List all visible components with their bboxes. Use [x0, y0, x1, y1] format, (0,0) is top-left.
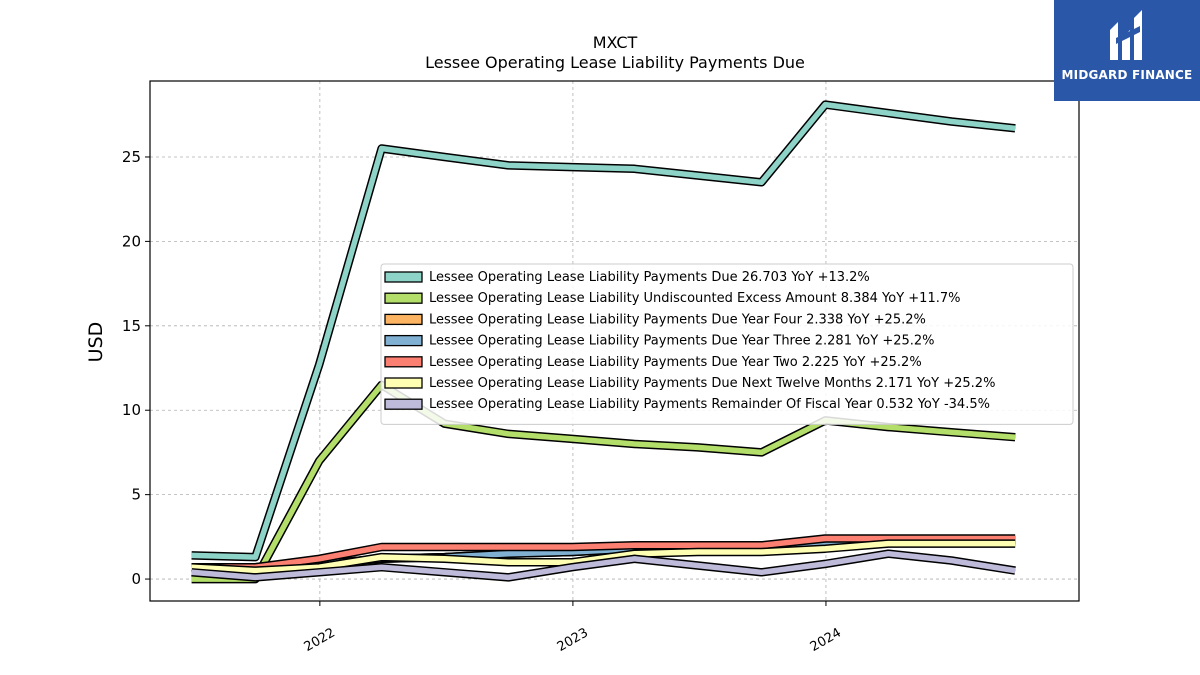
- legend-swatch: [384, 377, 423, 389]
- series-0: [191, 100, 1016, 562]
- chart-ticker: MXCT: [593, 33, 638, 52]
- series-line: [191, 550, 1016, 581]
- brand-logo-text: MIDGARD FINANCE: [1061, 68, 1193, 82]
- x-tick-label: 2023: [555, 625, 591, 655]
- legend-entry: Lessee Operating Lease Liability Payment…: [429, 312, 926, 327]
- y-tick-label: 25: [122, 148, 141, 166]
- y-tick-label: 20: [122, 232, 141, 250]
- y-tick-label: 5: [131, 486, 141, 504]
- series-5: [191, 539, 1016, 575]
- midgard-logo-icon: [1110, 10, 1142, 60]
- legend-swatch: [384, 271, 423, 283]
- legend-entry: Lessee Operating Lease Liability Payment…: [429, 397, 990, 412]
- series-line: [191, 535, 1016, 570]
- series-line: [191, 382, 1016, 582]
- brand-logo: MIDGARD FINANCE: [1054, 0, 1200, 101]
- series-4: [191, 534, 1016, 572]
- series-6: [191, 549, 1016, 582]
- y-tick-label: 15: [122, 317, 141, 335]
- legend-swatch: [384, 356, 423, 368]
- legend-swatch: [384, 398, 423, 410]
- series-line: [191, 101, 1016, 560]
- y-axis-label: USD: [85, 322, 107, 363]
- legend-swatch: [384, 292, 423, 304]
- x-tick-label: 2022: [302, 625, 338, 655]
- legend-entry: Lessee Operating Lease Liability Payment…: [429, 355, 922, 370]
- x-tick-label: 2024: [808, 625, 844, 655]
- legend: Lessee Operating Lease Liability Payment…: [380, 263, 1074, 425]
- y-axis-ticks: 0 5 10 15 20 25: [122, 148, 150, 588]
- legend-swatch: [384, 313, 423, 326]
- legend-entry: Lessee Operating Lease Liability Payment…: [429, 376, 995, 391]
- series-layer: [191, 100, 1016, 584]
- series-line: [191, 540, 1016, 574]
- y-tick-label: 0: [131, 570, 141, 588]
- legend-entry: Lessee Operating Lease Liability Payment…: [429, 270, 870, 285]
- plot-frame: [149, 80, 1080, 602]
- y-tick-label: 10: [122, 401, 141, 419]
- legend-swatch: [384, 334, 423, 347]
- legend-entry: Lessee Operating Lease Liability Undisco…: [429, 291, 960, 306]
- legend-box: [380, 263, 1074, 425]
- x-axis-ticks: 2022 2023 2024: [302, 601, 844, 655]
- series-1: [191, 380, 1016, 584]
- chart-title: Lessee Operating Lease Liability Payment…: [425, 53, 805, 72]
- legend-entry: Lessee Operating Lease Liability Payment…: [429, 334, 935, 349]
